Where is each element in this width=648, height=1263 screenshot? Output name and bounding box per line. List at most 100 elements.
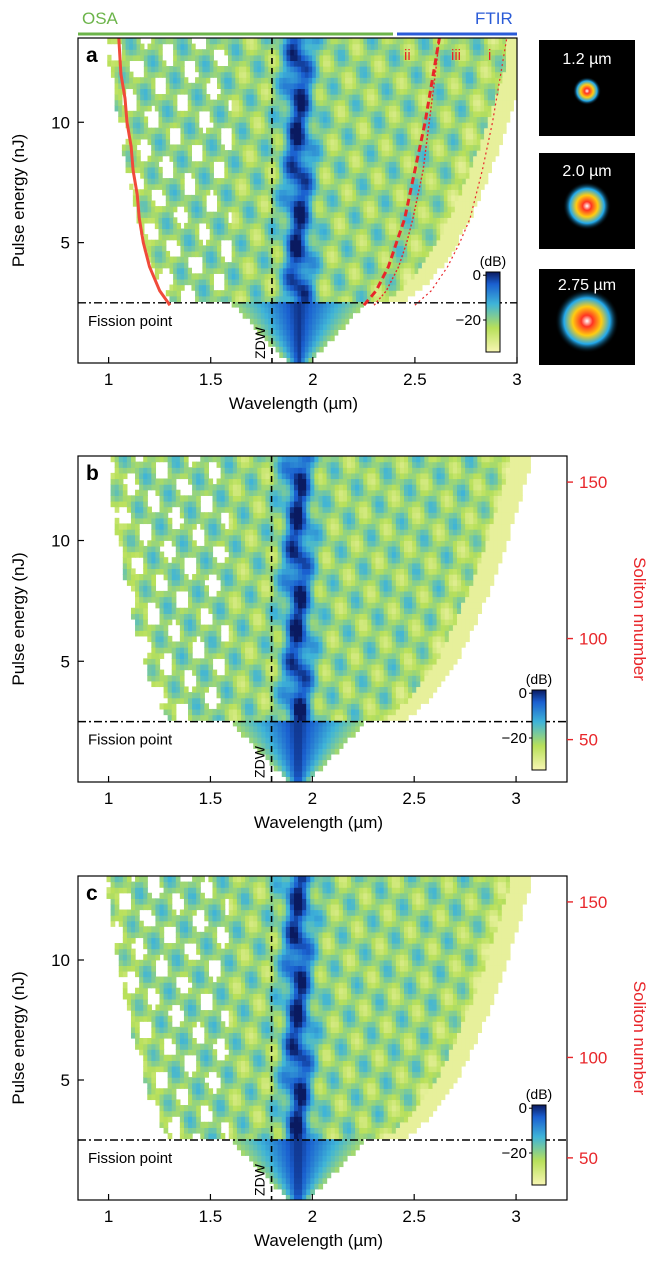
heatmap-cell: [348, 189, 353, 196]
heatmap-cell: [363, 66, 368, 73]
heatmap-cell: [220, 66, 225, 73]
heatmap-cell: [465, 66, 471, 73]
heatmap-cell: [213, 178, 218, 185]
heatmap-cell: [319, 133, 324, 140]
heatmap-cell: [187, 133, 193, 140]
heatmap-cell: [473, 200, 478, 207]
heatmap-cell: [257, 290, 262, 297]
heatmap-cell: [341, 49, 346, 56]
heatmap-cell: [429, 49, 434, 56]
heatmap-cell: [140, 99, 145, 106]
heatmap-cell: [217, 217, 222, 224]
heatmap-cell: [206, 150, 211, 157]
heatmap-cell: [235, 267, 240, 274]
heatmap-cell: [326, 166, 332, 174]
heatmap-cell: [506, 49, 511, 56]
heatmap-cell: [348, 110, 353, 118]
heatmap-cell: [363, 200, 368, 207]
heatmap-cell: [502, 127, 507, 134]
heatmap-cell: [238, 262, 244, 269]
heatmap-cell: [308, 222, 313, 230]
heatmap-cell: [323, 245, 328, 252]
heatmap-cell: [410, 290, 416, 297]
heatmap-cell: [318, 753, 324, 761]
heatmap-cell: [414, 234, 419, 241]
heatmap-cell: [403, 166, 408, 174]
heatmap-cell: [348, 150, 353, 157]
heatmap-cell: [245, 697, 250, 704]
heatmap-cell: [114, 94, 119, 101]
heatmap-cell: [264, 127, 269, 134]
heatmap-cell: [473, 43, 478, 50]
heatmap-cell: [432, 54, 438, 62]
heatmap-cell: [323, 54, 328, 62]
heatmap-cell: [363, 211, 368, 218]
heatmap-cell: [338, 720, 344, 727]
heatmap-cell: [268, 234, 273, 241]
heatmap-cell: [484, 66, 489, 73]
heatmap-cell: [410, 71, 416, 78]
heatmap-cell: [273, 759, 279, 766]
heatmap-cell: [506, 66, 511, 73]
heatmap-cell: [293, 714, 299, 721]
heatmap-cell: [162, 245, 167, 252]
heatmap-cell: [202, 54, 207, 62]
heatmap-cell: [348, 245, 353, 252]
heatmap-cell: [306, 720, 311, 727]
heatmap-cell: [224, 284, 229, 291]
heatmap-cell: [370, 144, 375, 151]
heatmap-cell: [297, 256, 302, 263]
heatmap-cell: [265, 725, 271, 733]
mode-label-1: 1.2 µm: [562, 51, 611, 68]
heatmap-cell: [220, 38, 225, 45]
heatmap-cell: [443, 116, 449, 123]
heatmap-cell: [293, 77, 299, 84]
heatmap-cell: [407, 94, 412, 101]
heatmap-cell: [495, 144, 500, 151]
heatmap-cell: [396, 211, 401, 218]
heatmap-cell: [264, 284, 269, 291]
heatmap-cell: [319, 206, 324, 213]
y-axis-title: Pulse energy (nJ): [9, 134, 28, 267]
heatmap-cell: [261, 725, 267, 733]
heatmap-cell: [202, 278, 207, 286]
heatmap-cell: [282, 290, 288, 297]
heatmap-cell: [165, 71, 171, 78]
heatmap-cell: [345, 71, 350, 78]
heatmap-cell: [502, 99, 507, 106]
heatmap-cell: [268, 150, 273, 157]
heatmap-cell: [443, 222, 449, 230]
heatmap-cell: [363, 122, 368, 129]
heatmap-cell: [249, 144, 255, 151]
heatmap-cell: [202, 178, 207, 185]
heatmap-cell: [162, 262, 167, 269]
heatmap-cell: [275, 273, 280, 280]
heatmap-cell: [290, 278, 295, 286]
heatmap-cell: [388, 234, 394, 241]
heatmap-cell: [513, 77, 517, 84]
heatmap-cell: [509, 82, 514, 90]
heatmap-cell: [323, 178, 328, 185]
heatmap-cell: [341, 295, 346, 302]
heatmap-cell: [260, 82, 266, 90]
heatmap-cell: [136, 82, 141, 90]
heatmap-cell: [132, 43, 138, 50]
heatmap-cell: [330, 43, 335, 50]
heatmap-cell: [465, 133, 471, 140]
heatmap-cell: [165, 250, 171, 258]
heatmap-cell: [487, 99, 492, 106]
heatmap-cell: [165, 217, 171, 224]
heatmap-cell: [231, 278, 236, 286]
heatmap-cell: [242, 133, 247, 140]
heatmap-cell: [502, 122, 507, 129]
heatmap-cell: [275, 312, 280, 319]
heatmap-cell: [209, 250, 214, 258]
heatmap-cell: [224, 708, 230, 716]
heatmap-cell: [407, 211, 412, 218]
heatmap-cell: [217, 116, 222, 123]
heatmap-cell: [249, 122, 255, 129]
heatmap-cell: [275, 133, 280, 140]
heatmap-cell: [487, 71, 492, 78]
heatmap-cell: [297, 49, 302, 56]
heatmap-cell: [465, 166, 471, 174]
